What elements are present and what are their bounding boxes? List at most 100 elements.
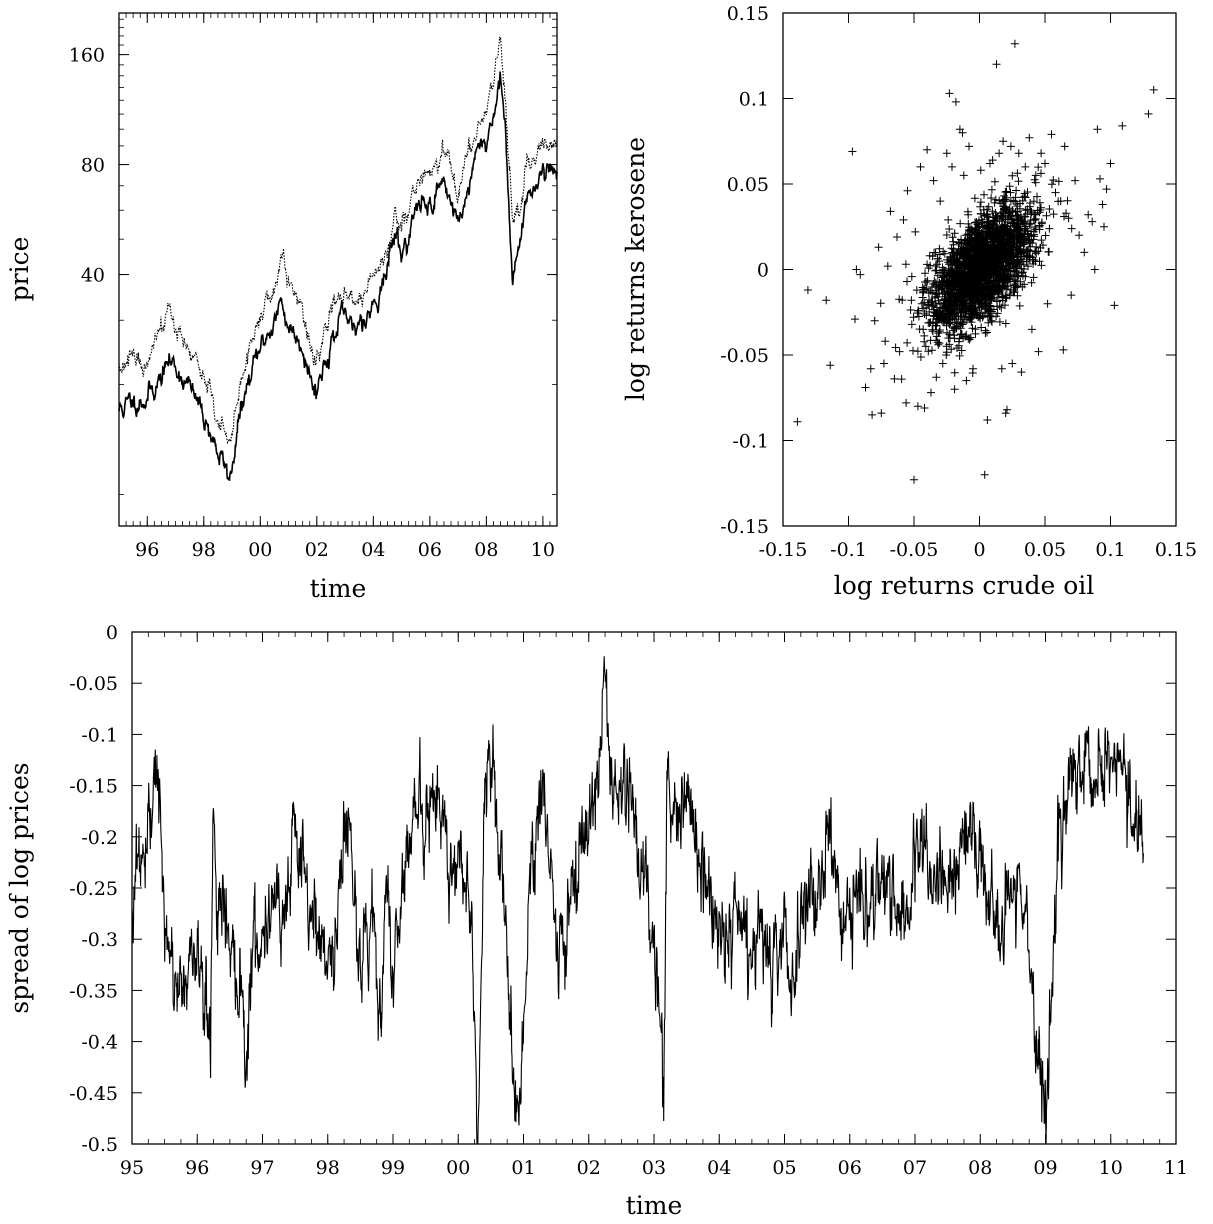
scatter-point <box>976 198 985 207</box>
scatter-point <box>1029 255 1038 264</box>
prices-y-tick-label: 160 <box>69 45 105 67</box>
scatter-point <box>953 319 962 328</box>
scatter-point <box>954 312 963 321</box>
scatter-point <box>951 325 959 333</box>
scatter-point <box>944 291 952 300</box>
scatter-point <box>981 304 990 313</box>
scatter-point <box>1025 253 1034 262</box>
scatter-point <box>1027 231 1036 240</box>
scatter-point <box>971 329 980 338</box>
scatter-point <box>1024 262 1032 271</box>
scatter-point <box>927 388 935 397</box>
scatter-y-tick-label: 0.15 <box>727 3 769 25</box>
scatter-point <box>1029 197 1038 206</box>
scatter-point <box>995 255 1004 264</box>
scatter-point <box>965 313 974 322</box>
scatter-point <box>1015 301 1024 310</box>
scatter-point <box>1013 169 1022 178</box>
scatter-point <box>907 320 916 329</box>
scatter-point <box>1016 237 1025 246</box>
scatter-point <box>924 318 933 327</box>
scatter-point <box>1034 163 1043 172</box>
scatter-point <box>931 318 940 327</box>
scatter-point <box>935 327 944 336</box>
spread-x-tick-label: 10 <box>1099 1157 1123 1179</box>
spread-x-tick-label: 06 <box>838 1157 862 1179</box>
scatter-point <box>1080 248 1089 257</box>
scatter-point <box>995 317 1004 326</box>
scatter-point <box>949 240 958 249</box>
scatter-y-tick-label: 0.05 <box>727 174 769 196</box>
scatter-point <box>932 290 941 299</box>
scatter-point <box>971 234 980 243</box>
scatter-point <box>1054 177 1063 186</box>
spread-x-tick-label: 11 <box>1164 1157 1188 1179</box>
spread-x-tick-label: 98 <box>316 1157 340 1179</box>
scatter-x-tick-label: -0.1 <box>830 539 867 561</box>
scatter-point <box>977 302 986 311</box>
spread-series-group <box>131 656 1144 1145</box>
scatter-point <box>933 338 942 347</box>
prices-x-tick-label: 06 <box>418 539 442 561</box>
scatter-point <box>883 262 892 271</box>
scatter-point <box>911 227 920 236</box>
scatter-point <box>1059 345 1068 354</box>
scatter-y-tick-label: -0.15 <box>720 516 769 538</box>
scatter-point <box>1029 273 1038 282</box>
spread-x-tick-label: 99 <box>381 1157 405 1179</box>
scatter-point <box>1102 185 1111 194</box>
spread-x-tick-label: 03 <box>642 1157 666 1179</box>
scatter-point <box>936 197 945 206</box>
scatter-point <box>985 311 994 320</box>
scatter-point <box>1031 171 1040 180</box>
scatter-point <box>951 281 959 290</box>
scatter-point <box>956 261 964 270</box>
scatter-point <box>967 318 976 327</box>
prices-series-line-dotted <box>118 36 558 445</box>
scatter-point <box>995 196 1004 205</box>
scatter-point <box>1049 176 1058 184</box>
scatter-point <box>1047 130 1056 139</box>
scatter-point <box>950 368 959 377</box>
scatter-point <box>947 244 956 253</box>
scatter-point <box>967 225 975 233</box>
scatter-point <box>935 282 944 291</box>
scatter-point <box>988 266 996 275</box>
scatter-point <box>959 171 968 180</box>
spread-y-tick-label: -0.3 <box>81 929 118 951</box>
scatter-x-tick-label: 0.1 <box>1095 539 1125 561</box>
scatter-point <box>974 297 983 306</box>
scatter-point <box>1002 193 1011 202</box>
scatter-point <box>1011 197 1020 206</box>
scatter-point <box>954 260 963 269</box>
scatter-point <box>997 364 1006 373</box>
spread-y-tick-label: -0.4 <box>81 1032 118 1054</box>
scatter-point <box>957 346 966 355</box>
scatter-point <box>954 238 963 247</box>
scatter-point <box>973 224 981 233</box>
scatter-point <box>977 238 986 247</box>
scatter-point <box>917 299 926 308</box>
scatter-point <box>956 304 964 313</box>
scatter-point <box>1093 125 1102 134</box>
scatter-point <box>942 231 951 239</box>
scatter-point <box>1037 219 1046 228</box>
scatter-point <box>1010 39 1019 48</box>
scatter-point <box>963 207 972 216</box>
scatter-point <box>895 347 904 356</box>
scatter-point <box>1051 188 1060 197</box>
scatter-point <box>1006 259 1015 268</box>
scatter-point <box>923 276 932 285</box>
scatter-point <box>966 247 975 256</box>
scatter-point <box>1060 212 1068 221</box>
scatter-point <box>987 185 996 194</box>
scatter-point <box>1144 109 1153 118</box>
scatter-point <box>950 229 959 238</box>
scatter-point <box>1023 188 1032 196</box>
scatter-point <box>902 398 911 407</box>
scatter-point <box>963 235 972 244</box>
scatter-point <box>1006 188 1015 197</box>
scatter-point <box>1001 203 1010 212</box>
scatter-point <box>1012 186 1021 195</box>
scatter-point <box>988 317 996 326</box>
